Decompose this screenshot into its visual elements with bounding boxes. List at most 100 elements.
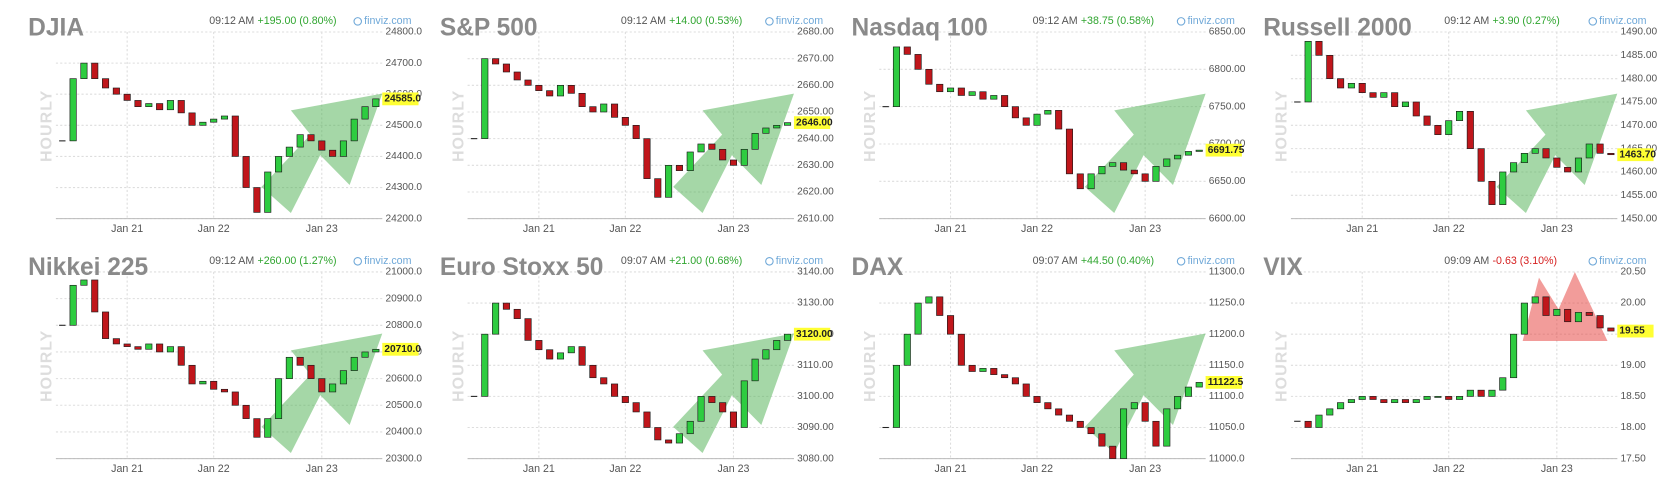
candle <box>502 63 510 73</box>
candle <box>600 377 608 385</box>
y-tick-label: 11300.0 <box>1209 267 1245 278</box>
source: finviz.com <box>1599 255 1646 267</box>
timeframe: HOURLY <box>862 330 879 402</box>
candle <box>1585 143 1593 159</box>
last-price: 11122.5 <box>1208 377 1244 388</box>
trend-arrow <box>673 93 794 214</box>
candle <box>253 418 261 438</box>
candle <box>719 148 727 161</box>
candle <box>1412 101 1420 117</box>
source-icon <box>765 257 774 266</box>
chart-title: Nikkei 225 <box>28 254 148 281</box>
chart-panel: 6600.006650.006700.006750.006800.006850.… <box>852 14 1246 235</box>
y-tick-label: 2610.00 <box>797 213 834 224</box>
candle <box>914 302 922 335</box>
trend-arrow <box>1084 93 1206 214</box>
y-tick-label: 24400.0 <box>385 151 422 162</box>
y-tick-label: 2620.00 <box>797 187 834 198</box>
candle <box>1564 166 1572 173</box>
candle <box>892 46 900 107</box>
candle <box>253 187 261 213</box>
candle <box>1499 171 1507 205</box>
candle <box>589 364 597 379</box>
candle <box>1531 296 1539 304</box>
candle <box>166 346 174 353</box>
candle <box>1596 315 1604 329</box>
chart-panel: 2610.00 2620.00 2630.00 2640.00 2650.00 2660.… <box>440 14 834 235</box>
candle <box>264 418 272 438</box>
y-tick-label: 3140.00 <box>797 267 834 278</box>
candle <box>708 396 716 403</box>
candle <box>296 356 304 366</box>
candle <box>1488 180 1496 205</box>
candle <box>1163 158 1171 167</box>
change: +195.00 (0.80%) <box>257 15 336 27</box>
candle <box>686 420 694 435</box>
last-price: 2646.00 <box>796 117 833 128</box>
candle <box>1044 402 1052 410</box>
candle <box>1380 399 1388 403</box>
candle <box>350 118 358 142</box>
change: +38.75 (0.58%) <box>1081 15 1154 27</box>
last-price-box <box>1617 148 1654 162</box>
candle <box>1337 402 1345 410</box>
candle <box>546 349 554 360</box>
candle <box>1098 166 1106 175</box>
y-tick-label: 6750.00 <box>1209 101 1246 112</box>
candle <box>1087 173 1095 190</box>
y-tick-label: 20500.0 <box>385 400 422 411</box>
source: finviz.com <box>776 15 823 27</box>
candle <box>1055 408 1063 416</box>
candle <box>578 93 586 107</box>
candle <box>188 112 196 126</box>
candle <box>740 148 748 166</box>
y-tick-label: 6800.00 <box>1209 64 1246 75</box>
y-tick-label: 2650.00 <box>797 107 834 118</box>
timeframe: HOURLY <box>39 90 56 162</box>
candle <box>1076 173 1084 190</box>
candle <box>1596 143 1604 154</box>
chart-title: Russell 2000 <box>1263 14 1412 41</box>
candle <box>719 402 727 413</box>
candle <box>1574 312 1582 323</box>
candle <box>1304 420 1312 428</box>
candle <box>166 100 174 111</box>
candle <box>903 333 911 366</box>
y-tick-label: 1450.00 <box>1620 213 1657 224</box>
y-tick-label: 11150.0 <box>1209 360 1244 371</box>
candle <box>134 346 142 350</box>
last-price-box <box>1205 375 1242 389</box>
candle <box>751 358 759 382</box>
x-tick-label: Jan 22 <box>1433 463 1465 475</box>
candle <box>1347 83 1355 89</box>
candle <box>1553 308 1561 316</box>
x-tick-label: Jan 22 <box>198 223 230 235</box>
candle <box>1152 420 1160 447</box>
x-tick-label: Jan 22 <box>198 463 230 475</box>
candle <box>654 178 662 198</box>
last-price: 6691.75 <box>1208 145 1245 156</box>
candle <box>1120 162 1128 171</box>
candle <box>1553 157 1561 168</box>
candle <box>1315 414 1323 428</box>
timeframe: HOURLY <box>39 330 56 402</box>
candle <box>1380 92 1388 98</box>
y-tick-label: 20400.0 <box>385 427 422 438</box>
candle <box>1001 95 1009 107</box>
candle <box>914 54 922 70</box>
candle <box>177 346 185 366</box>
x-tick-label: Jan 21 <box>1346 223 1378 235</box>
candle <box>1445 120 1453 135</box>
y-tick-label: 3110.00 <box>797 360 833 371</box>
candle <box>675 164 683 171</box>
candle <box>643 138 651 179</box>
y-tick-label: 20600.0 <box>385 373 422 384</box>
candle <box>589 106 597 113</box>
candle <box>892 364 900 428</box>
candle <box>1358 83 1366 93</box>
y-tick-label: 20900.0 <box>385 293 422 304</box>
candle <box>1195 382 1203 388</box>
candle <box>210 118 218 123</box>
